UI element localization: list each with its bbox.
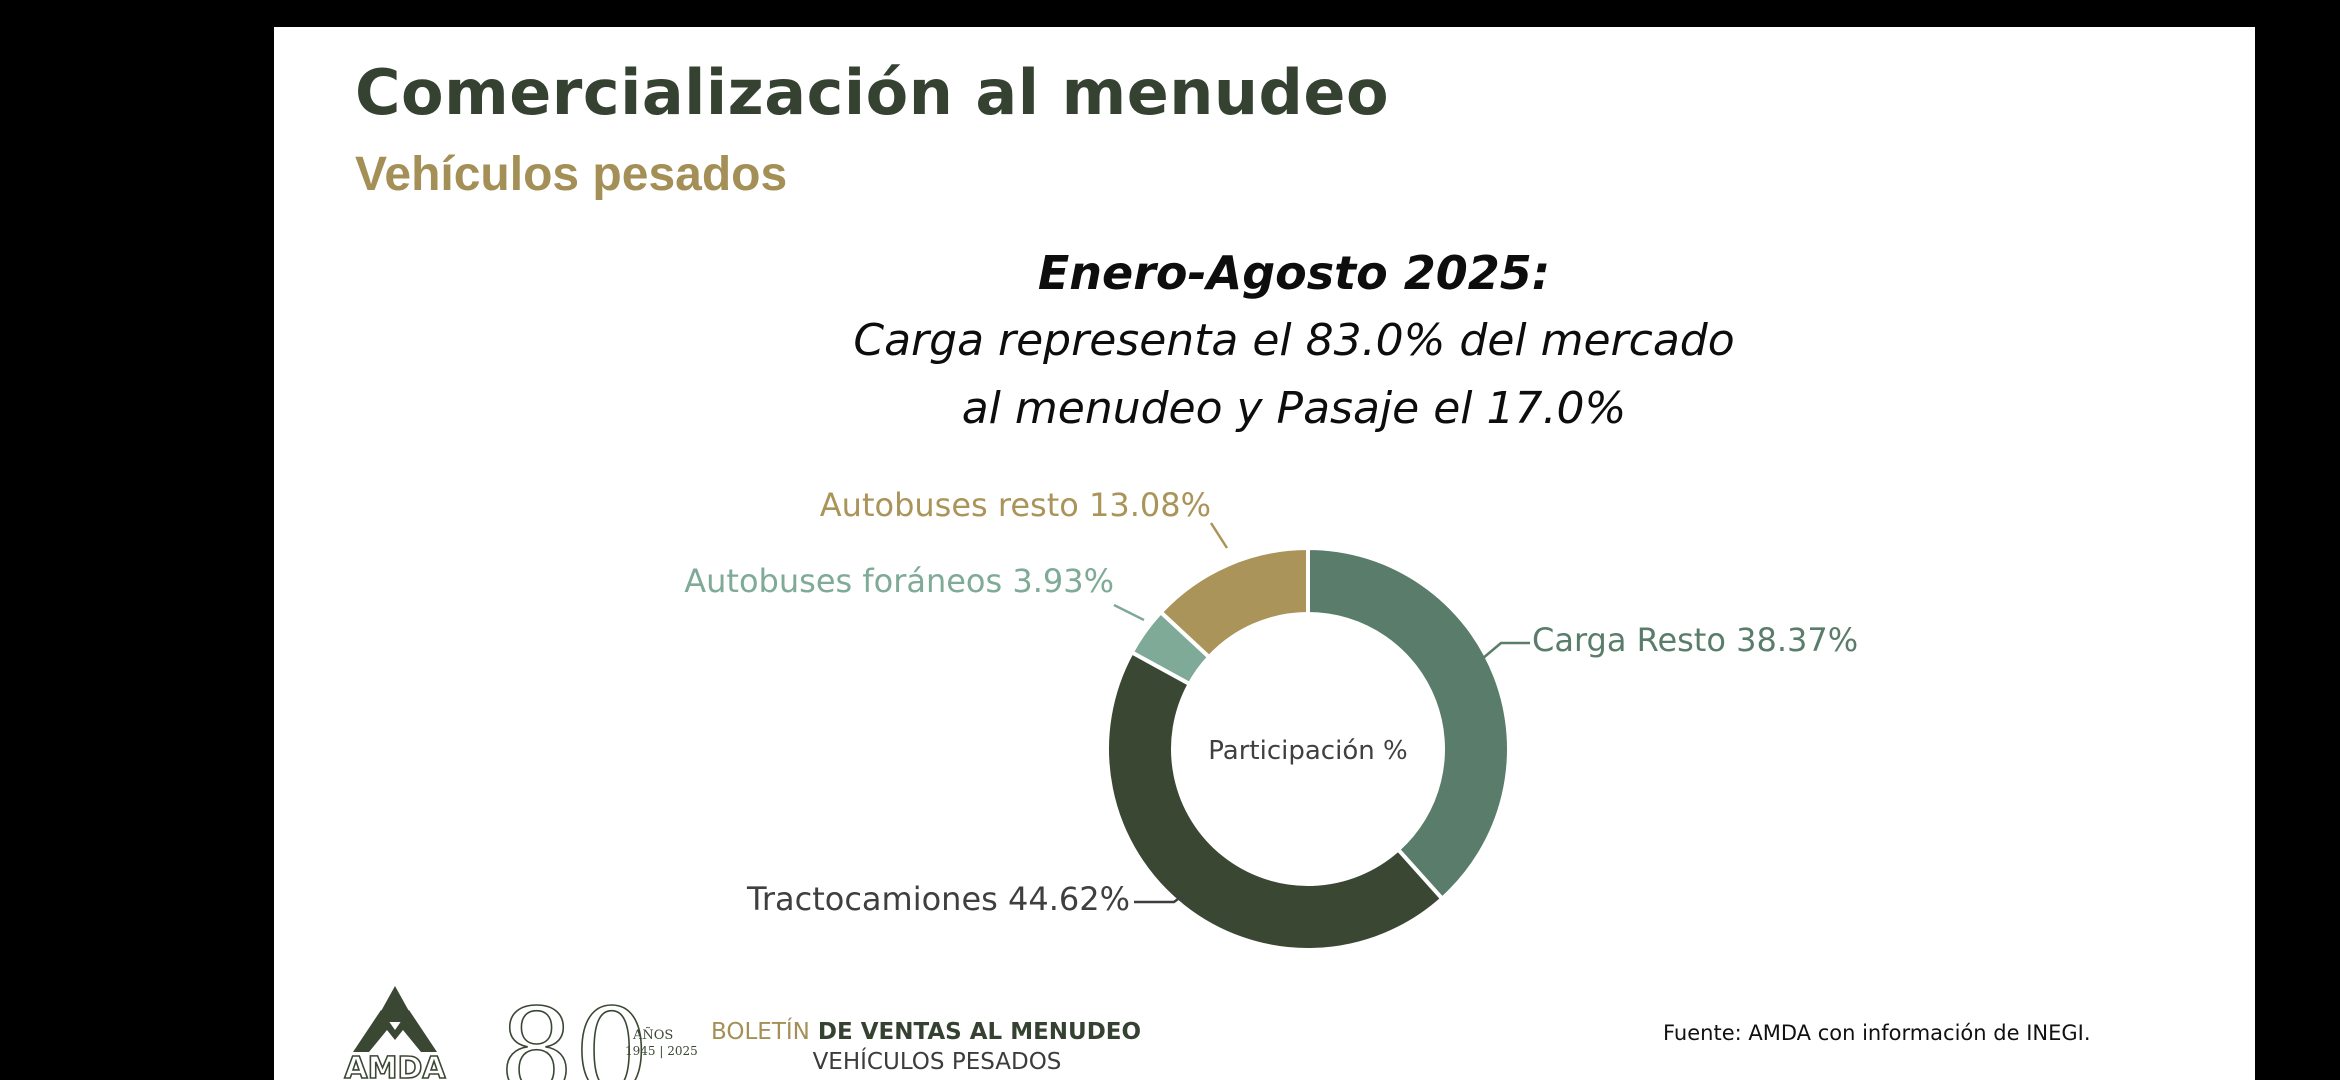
headline-period: Enero-Agosto 2025: xyxy=(1037,246,1551,300)
headline: Enero-Agosto 2025: Carga representa el 8… xyxy=(694,239,1894,443)
leader-line-autobuses-foraneos xyxy=(1113,603,1145,622)
amda-logo: AMDA xyxy=(344,986,447,1080)
anniversary-80-logo: 80 AÑOS 1945 | 2025 xyxy=(499,993,698,1080)
bulletin-title: BOLETÍN DE VENTAS AL MENUDEO VEHÍCULOS P… xyxy=(711,1017,1163,1077)
donut-slice-carga-resto xyxy=(1306,545,1511,902)
slice-label-autobuses-foraneos: Autobuses foráneos 3.93% xyxy=(684,562,1114,600)
leader-line-autobuses-resto xyxy=(1209,522,1229,549)
anniversary-years: 1945 | 2025 xyxy=(625,1044,698,1058)
bulletin-subtitle: VEHÍCULOS PESADOS xyxy=(812,1049,1062,1075)
amda-logo-text: AMDA xyxy=(344,1051,446,1080)
bulletin-main: DE VENTAS AL MENUDEO xyxy=(809,1019,1142,1045)
headline-line-2: Carga representa el 83.0% del mercado xyxy=(853,315,1735,366)
slide: Comercialización al menudeo Vehículos pe… xyxy=(274,27,2255,1080)
donut-chart: Carga Resto 38.37% Tractocamiones 44.62% A… xyxy=(684,486,1858,952)
bulletin-prefix: BOLETÍN xyxy=(711,1019,810,1045)
anniversary-number: 80 xyxy=(499,993,649,1080)
donut-slice-tractocamiones xyxy=(1105,649,1445,952)
source-note: Fuente: AMDA con información de INEGI. xyxy=(1663,1021,2091,1045)
anniversary-text: AÑOS xyxy=(632,1027,673,1043)
slice-label-tractocamiones: Tractocamiones 44.62% xyxy=(746,880,1130,918)
donut-center-label: Participación % xyxy=(1208,736,1407,766)
donut-slice-autobuses-resto xyxy=(1157,545,1310,660)
slide-title: Comercialización al menudeo xyxy=(355,56,1390,129)
slice-label-autobuses-resto: Autobuses resto 13.08% xyxy=(820,486,1211,524)
leader-line-tractocamiones xyxy=(1134,895,1183,904)
slice-label-carga-resto: Carga Resto 38.37% xyxy=(1532,621,1858,659)
headline-line-3: al menudeo y Pasaje el 17.0% xyxy=(961,383,1627,434)
leader-line-carga-resto xyxy=(1475,641,1530,665)
slide-subtitle: Vehículos pesados xyxy=(355,148,788,201)
